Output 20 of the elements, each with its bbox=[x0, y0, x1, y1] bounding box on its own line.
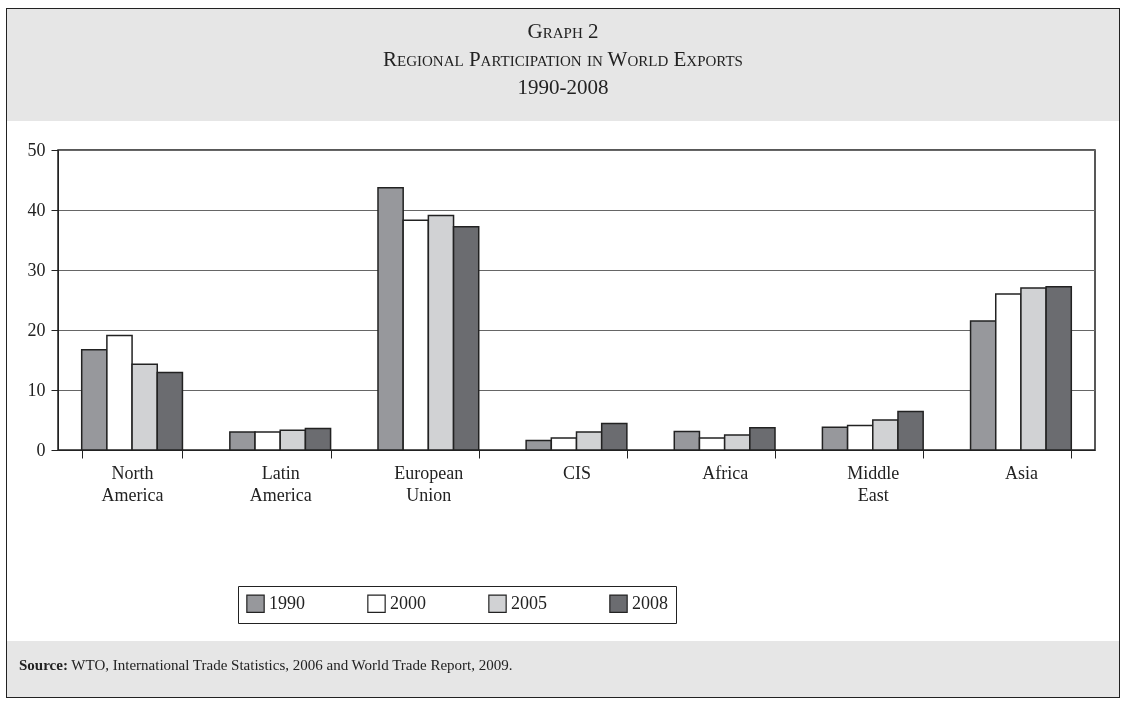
x-tick-label: Latin America bbox=[249, 462, 312, 505]
legend-label: 2008 bbox=[632, 592, 668, 613]
y-tick-label: 50 bbox=[27, 139, 46, 160]
legend-label: 2005 bbox=[511, 592, 547, 613]
x-tick-label: Asia bbox=[1004, 462, 1038, 483]
x-tick-label: Middle East bbox=[847, 462, 900, 505]
x-tick-label: Africa bbox=[702, 462, 749, 483]
y-tick-label: 20 bbox=[27, 319, 46, 340]
x-tick-label: CIS bbox=[562, 462, 592, 483]
y-tick-label: 40 bbox=[27, 199, 46, 220]
chart-subtitle: Regional Participation in World Exports 1990-2008 bbox=[382, 46, 744, 101]
y-tick-label: 10 bbox=[27, 379, 46, 400]
chart-title: Graph 2 bbox=[526, 18, 600, 45]
y-tick-label: 30 bbox=[27, 259, 46, 280]
legend-label: 2000 bbox=[390, 592, 426, 613]
x-tick-label: North America bbox=[101, 462, 164, 505]
y-tick-label: 0 bbox=[36, 439, 46, 460]
legend-label: 1990 bbox=[269, 592, 305, 613]
x-tick-label: European Union bbox=[394, 462, 464, 505]
source-note: Source: WTO, International Trade Statistics, 2006 and World Trade Report, 2009. bbox=[19, 657, 514, 674]
